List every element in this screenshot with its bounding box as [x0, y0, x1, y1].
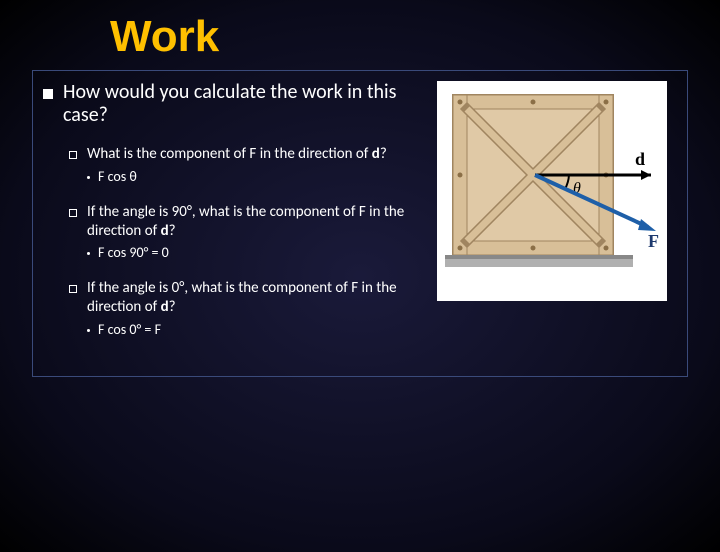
main-bullet: How would you calculate the work in this… — [43, 81, 425, 127]
bullet-dot-icon — [87, 176, 90, 179]
q3-answer: F cos 0° = F — [98, 321, 161, 338]
q1-text: What is the component of F in the direct… — [87, 145, 387, 164]
q2-answer: F cos 90° = 0 — [98, 244, 169, 261]
sub-sub-bullet-2: F cos 90° = 0 — [87, 244, 425, 261]
sub-bullet-2: If the angle is 90°, what is the compone… — [69, 203, 425, 241]
bullet-dot-icon — [87, 252, 90, 255]
sub-bullet-3: If the angle is 0°, what is the componen… — [69, 279, 425, 317]
sub-sub-bullet-3: F cos 0° = F — [87, 321, 425, 338]
sub-bullet-1: What is the component of F in the direct… — [69, 145, 425, 164]
bullet-outline-square-icon — [69, 151, 77, 159]
q3-text: If the angle is 0°, what is the componen… — [87, 279, 425, 317]
d-label: d — [635, 149, 645, 169]
crate-diagram: d θ F — [443, 87, 663, 297]
bullet-outline-square-icon — [69, 285, 77, 293]
sub-sub-bullet-1: F cos θ — [87, 168, 425, 185]
slide-title: Work — [110, 12, 720, 62]
f-label: F — [648, 231, 659, 251]
text-column: How would you calculate the work in this… — [43, 81, 425, 356]
diagram-container: d θ F — [437, 81, 667, 301]
q1-answer: F cos θ — [98, 168, 137, 185]
q2-text: If the angle is 90°, what is the compone… — [87, 203, 425, 241]
content-frame: How would you calculate the work in this… — [32, 70, 688, 377]
main-question-text: How would you calculate the work in this… — [63, 81, 425, 127]
bullet-dot-icon — [87, 329, 90, 332]
bullet-outline-square-icon — [69, 209, 77, 217]
bullet-square-icon — [43, 89, 53, 99]
sub-list: What is the component of F in the direct… — [69, 145, 425, 338]
